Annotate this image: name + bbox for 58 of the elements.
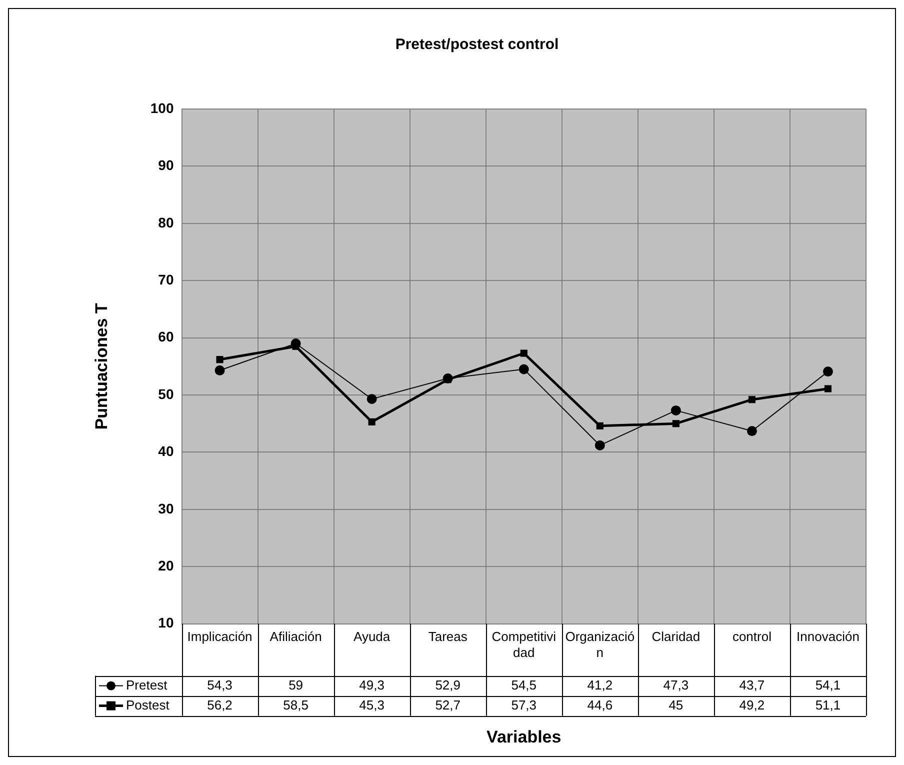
data-label: 43,7 [739,677,765,692]
point [520,350,528,357]
data-label: 57,3 [511,697,537,712]
x-tick-label: Implicación [187,629,252,644]
data-label: 41,2 [587,677,613,692]
y-tick-label: 20 [158,557,174,574]
point [518,364,529,374]
y-tick-label: 80 [158,214,174,230]
point [214,365,225,376]
point [216,356,224,364]
data-label: 56,2 [207,697,232,712]
legend-label: Postest [126,697,170,712]
point [596,422,604,430]
point [368,418,376,426]
x-tick-label: Organización [565,629,635,660]
x-tick-label: Competitividad [492,629,556,660]
x-tick-label: Tareas [428,629,468,644]
data-label: 49,3 [359,677,384,692]
chart-title: Pretest/postest control [395,36,559,54]
point [748,396,756,404]
data-label: 52,9 [435,677,461,692]
point [290,338,301,349]
point [442,373,453,384]
y-tick-label: 100 [150,100,174,116]
data-label: 52,7 [435,697,461,712]
x-tick-label: Innovación [796,629,860,644]
data-label: 58,5 [283,697,308,712]
x-tick-label: control [732,629,772,644]
x-tick-label: Afiliación [270,629,322,644]
x-axis-title: Variables [486,727,562,746]
point [670,405,681,416]
point [824,385,832,392]
point [746,426,757,436]
point [822,366,833,377]
y-axis-title: Puntuaciones T [92,302,111,430]
y-tick-label: 10 [158,614,174,631]
data-label: 54,3 [207,677,232,692]
y-tick-label: 60 [158,328,174,345]
legend-label: Pretest [126,677,168,692]
point [672,420,680,428]
x-tick-label: Ayuda [354,629,391,644]
point [366,394,377,404]
data-label: 51,1 [815,697,841,712]
data-label: 45 [668,697,684,712]
data-label: 54,1 [815,677,841,692]
y-tick-label: 50 [158,386,174,402]
data-label: 45,3 [359,697,384,712]
y-tick-label: 70 [158,271,174,288]
y-tick-label: 90 [158,157,174,174]
data-label: 59 [288,677,304,692]
x-tick-label: Claridad [652,629,700,644]
data-label: 49,2 [739,697,765,712]
point [594,440,605,450]
data-label: 47,3 [663,677,689,692]
data-label: 54,5 [511,677,537,692]
y-tick-label: 30 [158,500,174,516]
y-tick-label: 40 [158,443,174,460]
data-label: 44,6 [587,697,613,712]
